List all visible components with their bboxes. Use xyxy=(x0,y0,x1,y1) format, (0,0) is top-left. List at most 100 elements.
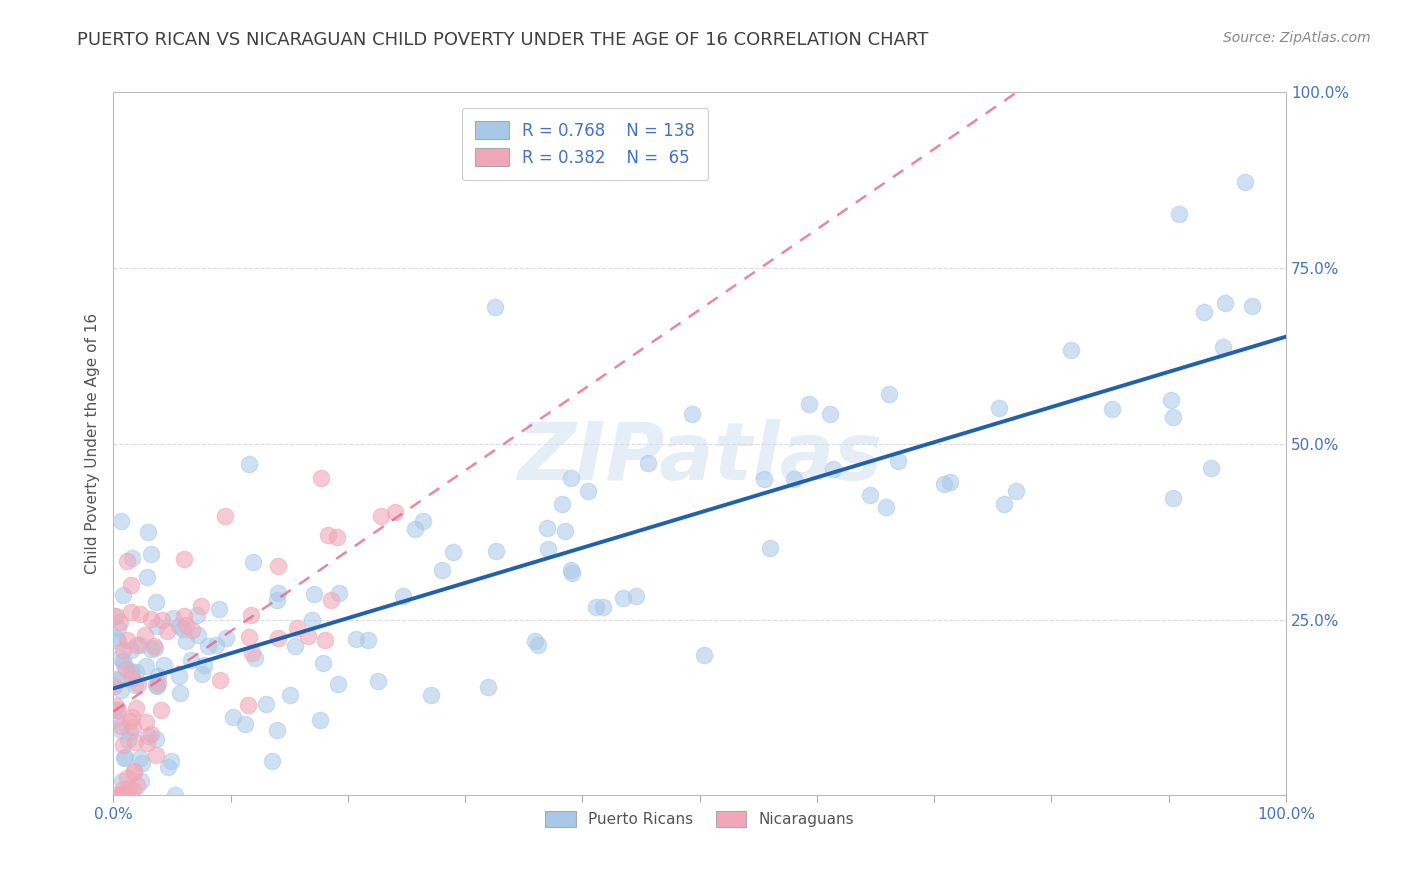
Point xyxy=(103,679,125,693)
Point xyxy=(104,698,127,713)
Point xyxy=(523,634,546,648)
Point xyxy=(121,710,143,724)
Point xyxy=(129,638,152,652)
Point xyxy=(107,633,129,648)
Y-axis label: Child Poverty Under the Age of 16: Child Poverty Under the Age of 16 xyxy=(86,313,100,574)
Point xyxy=(112,643,135,657)
Point xyxy=(141,612,163,626)
Point xyxy=(384,505,406,519)
Point xyxy=(309,471,332,485)
Point xyxy=(127,778,149,792)
Point xyxy=(111,786,134,800)
Point xyxy=(576,483,599,498)
Point xyxy=(135,736,157,750)
Point xyxy=(693,648,716,663)
Point xyxy=(309,713,332,727)
Point xyxy=(326,530,349,544)
Point xyxy=(122,765,145,780)
Point xyxy=(120,643,142,657)
Point xyxy=(146,619,169,633)
Point xyxy=(441,545,464,559)
Point xyxy=(561,566,583,580)
Point xyxy=(266,593,288,607)
Point xyxy=(1233,174,1256,188)
Point xyxy=(129,607,152,621)
Point xyxy=(420,688,443,702)
Point xyxy=(391,589,413,603)
Point xyxy=(124,678,146,692)
Point xyxy=(238,698,260,712)
Point xyxy=(122,764,145,778)
Point xyxy=(316,528,339,542)
Point xyxy=(934,477,956,491)
Point xyxy=(1163,491,1185,505)
Point xyxy=(141,642,163,657)
Point xyxy=(104,632,127,646)
Point xyxy=(121,671,143,685)
Point xyxy=(939,475,962,489)
Point xyxy=(181,623,204,637)
Point xyxy=(105,703,128,717)
Point xyxy=(1194,305,1216,319)
Point xyxy=(783,472,806,486)
Point xyxy=(877,387,900,401)
Point xyxy=(527,638,550,652)
Point xyxy=(370,508,392,523)
Point xyxy=(145,679,167,693)
Point xyxy=(1199,461,1222,475)
Point xyxy=(120,666,142,681)
Text: PUERTO RICAN VS NICARAGUAN CHILD POVERTY UNDER THE AGE OF 16 CORRELATION CHART: PUERTO RICAN VS NICARAGUAN CHILD POVERTY… xyxy=(77,31,929,49)
Point xyxy=(146,676,169,690)
Point xyxy=(404,522,426,536)
Point xyxy=(797,396,820,410)
Point xyxy=(191,667,214,681)
Point xyxy=(875,500,897,515)
Point xyxy=(117,733,139,747)
Point xyxy=(160,754,183,768)
Point xyxy=(612,591,634,605)
Point xyxy=(205,639,228,653)
Point xyxy=(208,601,231,615)
Point xyxy=(112,657,135,672)
Point xyxy=(103,609,125,624)
Point xyxy=(477,680,499,694)
Point xyxy=(1213,295,1236,310)
Point xyxy=(145,747,167,762)
Point xyxy=(759,541,782,555)
Point xyxy=(104,672,127,686)
Point xyxy=(1060,343,1083,358)
Point xyxy=(120,714,142,729)
Point xyxy=(214,509,236,524)
Point xyxy=(107,703,129,717)
Point xyxy=(1241,299,1264,313)
Point xyxy=(215,631,238,645)
Point xyxy=(124,735,146,749)
Point xyxy=(432,564,454,578)
Point xyxy=(143,640,166,655)
Point xyxy=(114,750,136,764)
Point xyxy=(110,723,132,738)
Point xyxy=(115,662,138,676)
Point xyxy=(278,688,301,702)
Point xyxy=(111,782,134,797)
Point xyxy=(134,628,156,642)
Point xyxy=(344,632,367,646)
Point xyxy=(266,723,288,737)
Point xyxy=(993,497,1015,511)
Point xyxy=(312,656,335,670)
Point xyxy=(823,462,845,476)
Point xyxy=(1005,484,1028,499)
Point xyxy=(284,639,307,653)
Point xyxy=(858,488,880,502)
Point xyxy=(239,607,262,622)
Point xyxy=(162,611,184,625)
Point xyxy=(174,617,197,632)
Point xyxy=(626,589,648,603)
Point xyxy=(107,621,129,635)
Point xyxy=(190,599,212,613)
Point xyxy=(233,717,256,731)
Point xyxy=(302,587,325,601)
Point xyxy=(125,638,148,652)
Point xyxy=(105,673,128,687)
Point xyxy=(172,622,194,636)
